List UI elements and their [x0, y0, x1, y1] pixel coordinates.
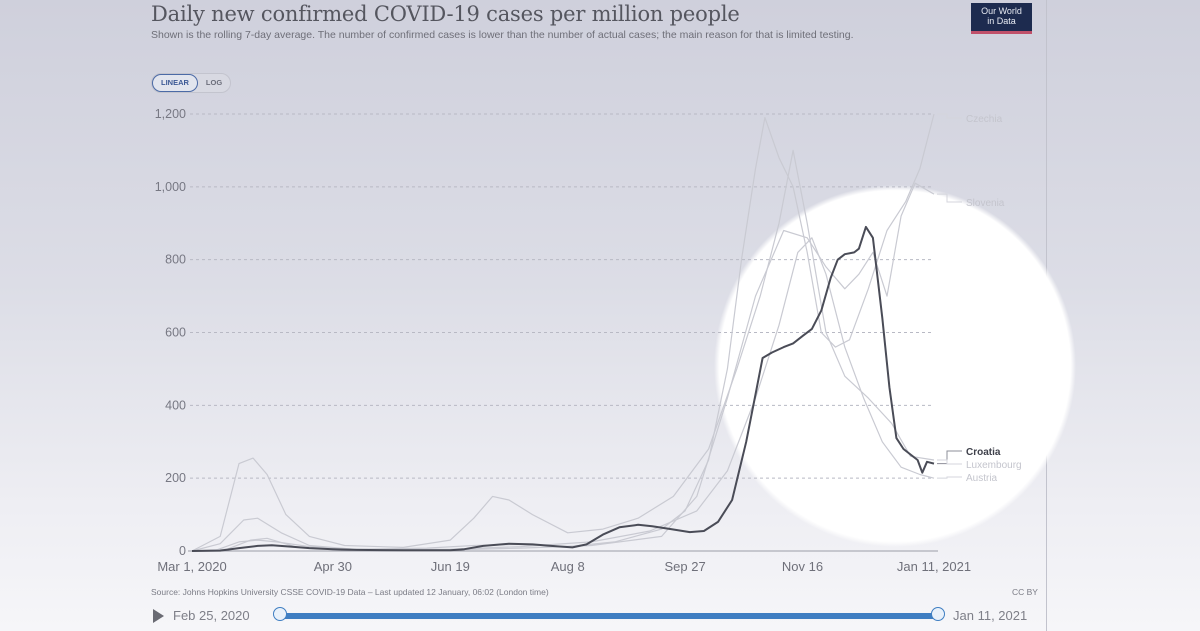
series-label-connector: [937, 450, 962, 465]
series-line-austria[interactable]: [191, 237, 935, 552]
log-scale-button[interactable]: LOG: [205, 78, 223, 87]
source-note: Source: Johns Hopkins University CSSE CO…: [151, 587, 549, 597]
y-tick-label: 1,000: [155, 180, 186, 194]
series-line-slovenia[interactable]: [191, 182, 935, 552]
play-icon[interactable]: [153, 609, 164, 623]
series-label-connector: [937, 459, 962, 465]
series-label-connector: [937, 193, 962, 203]
timeline-track[interactable]: [281, 613, 936, 619]
series-label-austria[interactable]: Austria: [966, 473, 998, 484]
y-tick-label: 800: [165, 253, 186, 267]
logo-line-1: Our World: [981, 6, 1022, 16]
series-label-slovenia[interactable]: Slovenia: [966, 198, 1005, 209]
highlight-spotlight: [714, 185, 1076, 547]
series-line-luxembourg[interactable]: [191, 149, 935, 552]
timeline-start-handle[interactable]: [273, 607, 287, 621]
series-line-croatia[interactable]: [191, 225, 935, 552]
x-tick-label: Jun 19: [431, 559, 470, 574]
series-label-connector: [937, 476, 962, 479]
y-tick-label: 600: [165, 326, 186, 340]
license-link[interactable]: CC BY: [1012, 587, 1038, 597]
x-tick-label: Aug 8: [551, 559, 585, 574]
scale-toggle: LINEAR LOG: [151, 73, 232, 93]
series-label-connector: [937, 113, 962, 119]
timeline-end-handle[interactable]: [931, 607, 945, 621]
timeline-start-label: Feb 25, 2020: [173, 608, 250, 623]
x-tick-label: Jan 11, 2021: [897, 559, 971, 574]
x-tick-label: Apr 30: [314, 559, 352, 574]
series-label-luxembourg[interactable]: Luxembourg: [966, 460, 1022, 471]
logo-line-2: in Data: [987, 16, 1016, 26]
series-line-czechia[interactable]: [191, 113, 935, 552]
linear-scale-button[interactable]: LINEAR: [152, 74, 198, 92]
chart-title: Daily new confirmed COVID-19 cases per m…: [151, 2, 740, 26]
owid-logo[interactable]: Our World in Data: [971, 3, 1032, 34]
timeline-slider: Feb 25, 2020 Jan 11, 2021: [151, 606, 1031, 626]
x-tick-label: Mar 1, 2020: [157, 559, 226, 574]
x-tick-label: Sep 27: [664, 559, 705, 574]
y-tick-label: 400: [165, 398, 186, 412]
series-label-czechia[interactable]: Czechia: [966, 114, 1003, 125]
chart-subtitle: Shown is the rolling 7-day average. The …: [151, 29, 854, 41]
y-tick-label: 1,200: [155, 107, 186, 121]
series-label-croatia[interactable]: Croatia: [966, 447, 1001, 458]
y-tick-label: 0: [179, 544, 186, 558]
y-tick-label: 200: [165, 471, 186, 485]
timeline-end-label: Jan 11, 2021: [953, 608, 1028, 623]
x-tick-label: Nov 16: [782, 559, 823, 574]
